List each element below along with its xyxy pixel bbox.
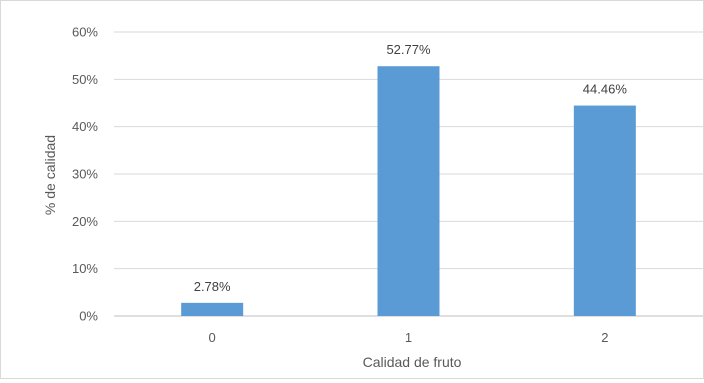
y-tick-label: 30% (72, 167, 98, 182)
data-label: 44.46% (583, 82, 628, 97)
y-tick-label: 50% (72, 72, 98, 87)
data-label: 52.77% (386, 42, 431, 57)
bars (181, 66, 636, 316)
y-tick-label: 20% (72, 214, 98, 229)
y-tick-label: 60% (72, 25, 98, 40)
y-tick-label: 40% (72, 119, 98, 134)
data-labels: 2.78% 52.77% 44.46% (194, 42, 628, 294)
x-tick-labels: 0 1 2 (209, 330, 609, 345)
bar (377, 66, 440, 316)
data-label: 2.78% (194, 279, 231, 294)
bar (573, 105, 636, 316)
y-tick-label: 10% (72, 261, 98, 276)
y-tick-label: 0% (79, 309, 98, 324)
x-tick-label: 2 (601, 330, 608, 345)
x-tick-label: 1 (405, 330, 412, 345)
x-axis-label: Calidad de fruto (363, 354, 462, 370)
y-tick-labels: 0% 10% 20% 30% 40% 50% 60% (72, 25, 98, 324)
x-tick-label: 0 (209, 330, 216, 345)
bar (181, 302, 244, 316)
y-axis-label: % de calidad (42, 135, 58, 215)
